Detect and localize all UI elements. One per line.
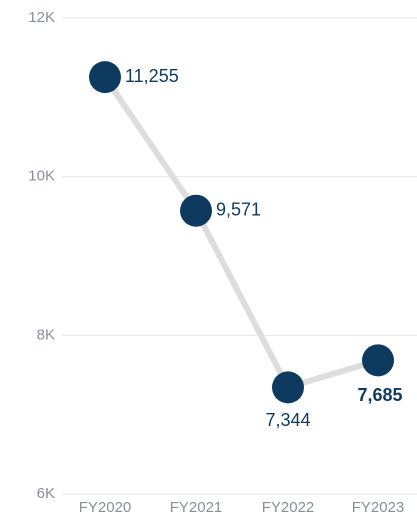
line [102,75,379,391]
x-tick-label: FY2021 [170,499,223,516]
marker [362,344,394,377]
marker [180,194,212,227]
y-tick-label: 12K [28,9,55,26]
x-tick-label: FY2023 [352,499,405,516]
y-tick-label: 10K [28,168,55,185]
marker [89,61,121,94]
value-label: 7,685 [357,385,402,405]
value-label: 7,344 [265,410,310,430]
x-tick-label: FY2020 [79,499,132,516]
marker [272,371,304,404]
y-tick-label: 6K [37,485,55,502]
x-tick-label: FY2022 [262,499,315,516]
y-tick-label: 8K [37,326,55,343]
value-label: 11,255 [125,66,179,86]
value-label: 9,571 [216,199,261,219]
